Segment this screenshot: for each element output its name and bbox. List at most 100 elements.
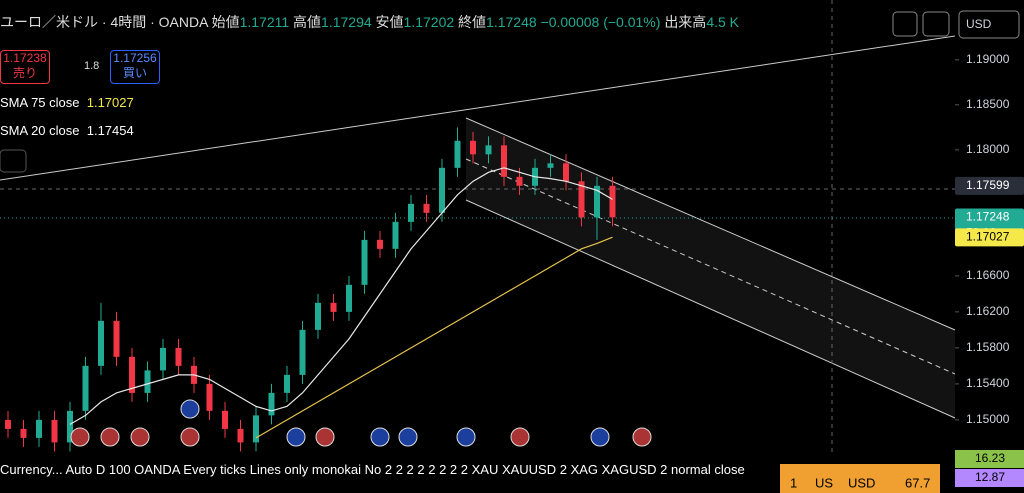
buy-label: 買い [122, 66, 147, 80]
candle-body [98, 320, 104, 366]
candle-body [423, 203, 430, 213]
candle-body [563, 163, 569, 182]
candle-body [67, 410, 73, 443]
legend-name: SMA 20 close [0, 123, 80, 138]
candle-body [609, 185, 616, 218]
candle-body [454, 140, 461, 168]
price-tag-label: 1.17248 [966, 210, 1010, 224]
candle-body [20, 428, 27, 438]
side-value: 12.87 [975, 470, 1005, 484]
label: 出来高 [664, 14, 707, 30]
candle-body [594, 185, 600, 218]
event-icon[interactable] [510, 427, 530, 447]
side-value: 16.23 [975, 451, 1005, 465]
candle-body [129, 356, 135, 393]
candle-body [377, 239, 383, 249]
legend-name: SMA 75 close [0, 95, 80, 110]
candle-body [346, 284, 352, 312]
label: 終値 [458, 14, 487, 30]
footer-cell-text: 67.7 [905, 475, 930, 490]
y-tick-label: 1.15800 [966, 340, 1010, 354]
trend-line [0, 35, 956, 181]
footer-text: Currency... Auto D 100 OANDA Every ticks… [0, 462, 745, 477]
candle-body [439, 167, 445, 213]
collapse-button[interactable] [0, 149, 27, 173]
y-tick-label: 1.15400 [966, 376, 1010, 390]
event-icon[interactable] [398, 427, 418, 447]
sma-line [69, 167, 613, 425]
candle-body [113, 320, 120, 357]
candle-body [268, 392, 275, 416]
footer-cell [780, 464, 940, 493]
side-cell [955, 469, 1024, 487]
candle-body [408, 203, 414, 222]
currency-select[interactable] [958, 10, 1020, 39]
symbol: ユーロ／米ドル · 4時間 · OANDA [0, 14, 208, 30]
header: ユーロ／米ドル · 4時間 · OANDA 始値1.17211 高値1.1729… [0, 12, 739, 32]
candle-body [144, 370, 151, 393]
event-icon[interactable] [100, 427, 120, 447]
candle-body [299, 329, 306, 375]
buy-button[interactable]: 1.17256 買い [110, 50, 160, 84]
side-cell [955, 450, 1024, 468]
legend-value: 1.17454 [86, 123, 134, 138]
channel-fill [466, 118, 955, 418]
sell-label: 売り [12, 66, 37, 80]
price-axis [955, 0, 1024, 493]
candle-body [284, 374, 290, 393]
footer-cell-text: 1 [790, 475, 797, 490]
candle-body [237, 428, 244, 443]
candle-body [222, 410, 228, 429]
sell-price: 1.17238 [3, 51, 47, 65]
candle-body [82, 365, 89, 411]
event-icon[interactable] [130, 427, 150, 447]
candle-body [578, 181, 585, 218]
spread: 1.8 [84, 60, 100, 72]
value: 1.17211 [239, 14, 290, 30]
sma-line [255, 236, 613, 439]
event-icon[interactable] [632, 427, 652, 447]
event-icon[interactable] [590, 427, 610, 447]
candle-body [330, 302, 337, 312]
candle-body [175, 347, 182, 366]
y-tick-label: 1.18000 [966, 142, 1010, 156]
value: 1.17202 [403, 14, 455, 30]
price-tag [955, 228, 1024, 247]
value: 4.5 K [706, 14, 740, 30]
label: 安値 [375, 14, 404, 30]
candle-body [392, 221, 399, 249]
event-icon[interactable] [180, 399, 200, 419]
candle-body [206, 383, 213, 411]
currency: USD [966, 17, 992, 31]
down-button[interactable] [892, 11, 918, 37]
candle-body [485, 145, 492, 155]
y-tick-label: 1.15000 [966, 412, 1010, 426]
candle-body [470, 140, 476, 155]
candle-body [315, 302, 321, 330]
footer-cell-text: USD [848, 475, 875, 490]
candle-body [253, 415, 259, 443]
reset-button[interactable] [922, 11, 950, 37]
event-icon[interactable] [180, 427, 200, 447]
price-tag-label: 1.17027 [966, 230, 1010, 244]
price-tag-label: 1.17599 [966, 178, 1010, 192]
sell-button[interactable]: 1.17238 売り [0, 50, 50, 84]
event-icon[interactable] [456, 427, 476, 447]
footer-cell-text: US [815, 475, 833, 490]
event-icon[interactable] [70, 427, 90, 447]
candle-body [516, 176, 523, 186]
value: 1.17248 [486, 14, 537, 30]
legend-value: 1.17027 [86, 95, 134, 110]
y-tick-label: 1.16600 [966, 268, 1010, 282]
candle-body [5, 419, 11, 429]
event-icon[interactable] [286, 427, 306, 447]
channel-mid [465, 158, 956, 375]
buy-price: 1.17256 [113, 51, 157, 65]
change: −0.00008 (−0.01%) [540, 14, 661, 30]
label: 始値 [211, 14, 240, 30]
event-icon[interactable] [370, 427, 390, 447]
candle-body [501, 145, 507, 177]
y-tick-label: 1.18500 [966, 97, 1010, 111]
event-icon[interactable] [315, 427, 335, 447]
